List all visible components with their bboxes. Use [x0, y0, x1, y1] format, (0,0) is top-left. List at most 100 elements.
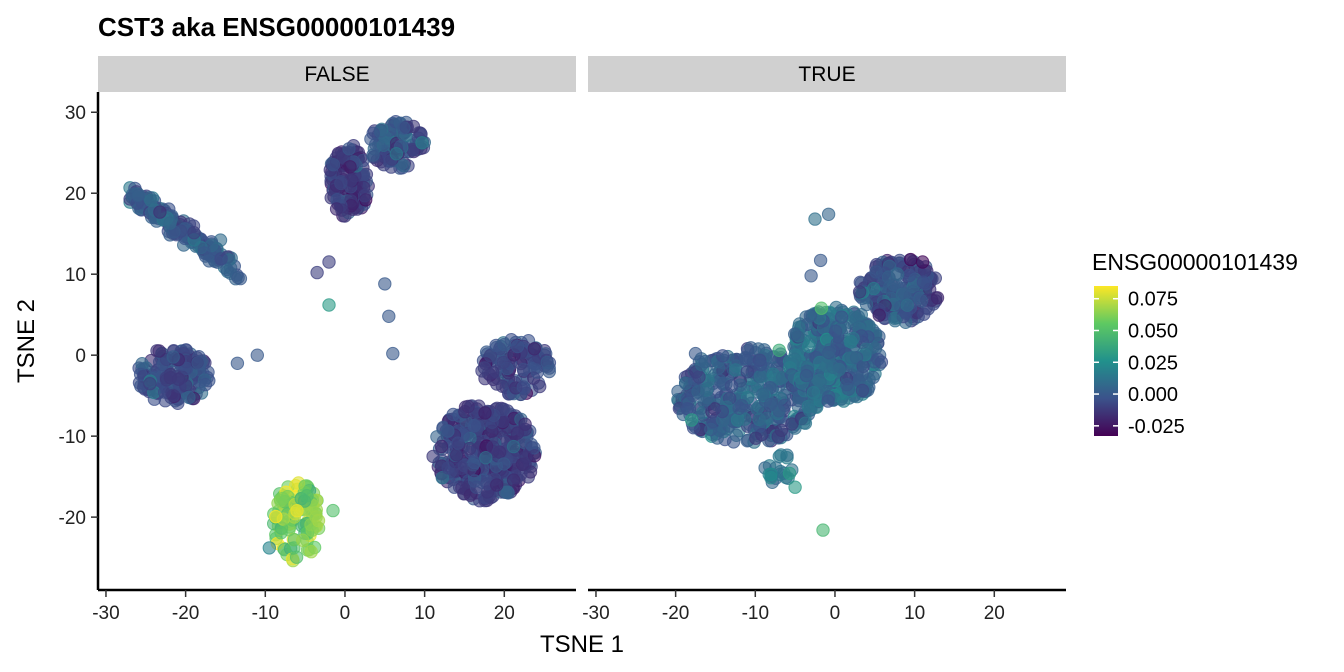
- scatter-point: [813, 253, 828, 268]
- scatter-point: [397, 159, 411, 173]
- scatter-point: [220, 262, 234, 277]
- scatter-point: [527, 342, 541, 356]
- scatter-point: [467, 419, 481, 433]
- scatter-point: [834, 310, 849, 324]
- scatter-point: [782, 466, 797, 481]
- scatter-point: [510, 339, 525, 354]
- scatter-point: [915, 255, 930, 269]
- scatter-point: [397, 121, 411, 135]
- facet-strip-true: [588, 56, 1066, 92]
- scatter-point: [326, 158, 341, 172]
- scatter-point: [290, 504, 304, 518]
- scatter-point: [152, 344, 166, 358]
- scatter-point: [713, 373, 727, 388]
- scatter-point: [728, 363, 743, 377]
- scatter-point: [740, 365, 754, 379]
- scatter-point: [859, 297, 874, 312]
- scatter-point: [191, 356, 205, 370]
- scatter-point: [698, 354, 712, 369]
- scatter-point: [867, 281, 881, 296]
- scatter-point: [322, 298, 336, 312]
- scatter-point: [469, 480, 484, 494]
- scatter-point: [844, 350, 858, 365]
- scatter-point: [684, 413, 699, 427]
- scatter-point: [930, 291, 945, 305]
- facet-label-false: FALSE: [304, 63, 369, 86]
- scatter-point: [533, 379, 547, 394]
- scatter-point: [163, 371, 178, 385]
- x-tick-label: 10: [904, 603, 925, 624]
- scatter-point: [467, 455, 482, 470]
- scatter-point: [691, 385, 705, 399]
- scatter-point: [756, 387, 770, 401]
- scatter-point: [322, 255, 336, 269]
- scatter-point: [342, 142, 356, 156]
- scatter-point: [144, 193, 158, 208]
- scatter-point: [760, 411, 774, 425]
- scatter-point: [296, 533, 310, 547]
- scatter-point: [692, 370, 706, 384]
- scatter-point: [214, 252, 228, 266]
- scatter-point: [179, 361, 194, 376]
- scatter-point: [166, 350, 180, 364]
- facet-strip-false: [98, 56, 576, 92]
- x-tick-label: 20: [494, 603, 515, 624]
- scatter-point: [483, 349, 498, 363]
- scatter-point: [153, 205, 167, 219]
- scatter-point: [688, 346, 703, 361]
- scatter-point: [516, 380, 531, 394]
- scatter-point: [415, 136, 429, 150]
- scatter-point: [869, 265, 883, 279]
- scatter-point: [497, 457, 511, 471]
- scatter-point: [231, 270, 245, 285]
- scatter-point: [840, 378, 854, 392]
- x-tick-label: 20: [984, 603, 1005, 624]
- scatter-point: [230, 356, 245, 370]
- scatter-point: [155, 357, 170, 371]
- scatter-point: [916, 275, 931, 289]
- scatter-point: [798, 416, 813, 430]
- y-tick-label: 0: [75, 346, 86, 367]
- legend-ticks: 0.075 0.050 0.025 0.000 -0.025: [1094, 289, 1185, 438]
- scatter-point: [716, 349, 730, 363]
- scatter-point: [496, 355, 511, 370]
- scatter-point: [803, 309, 818, 323]
- scatter-point: [131, 188, 145, 203]
- scatter-point: [446, 407, 460, 422]
- scatter-point: [806, 386, 821, 400]
- scatter-point: [182, 390, 196, 405]
- scatter-point: [802, 403, 817, 418]
- scatter-point: [326, 503, 340, 518]
- scatter-point: [506, 439, 521, 454]
- x-tick-label: 0: [830, 603, 841, 624]
- scatter-point: [376, 138, 391, 152]
- scatter-point: [441, 461, 455, 475]
- scatter-point: [772, 404, 786, 418]
- legend-tick-label: -0.025: [1128, 416, 1185, 438]
- legend-tick-label: 0.025: [1128, 352, 1178, 374]
- scatter-point: [166, 388, 180, 403]
- scatter-point: [914, 294, 929, 308]
- scatter-point: [821, 207, 836, 222]
- legend-tick-label: 0.050: [1128, 320, 1178, 342]
- y-axis-title: TSNE 2: [13, 299, 40, 383]
- scatter-point: [704, 422, 718, 437]
- scatter-point: [530, 365, 545, 379]
- scatter-point: [163, 216, 177, 230]
- x-axis-title: TSNE 1: [540, 631, 624, 658]
- y-tick-label: -10: [59, 427, 86, 448]
- x-tick-label: -10: [252, 603, 279, 624]
- scatter-point: [386, 346, 400, 361]
- scatter-point: [808, 212, 822, 226]
- x-tick-label: 0: [340, 603, 351, 624]
- scatter-point: [274, 526, 288, 540]
- scatter-point: [497, 337, 511, 352]
- scatter-point: [304, 545, 318, 559]
- scatter-point: [749, 431, 763, 445]
- legend-colorbar: [1094, 286, 1118, 436]
- scatter-point: [785, 417, 799, 431]
- scatter-point: [479, 451, 493, 465]
- scatter-point: [486, 440, 500, 454]
- legend-title: ENSG00000101439: [1092, 249, 1298, 275]
- scatter-point: [300, 489, 314, 503]
